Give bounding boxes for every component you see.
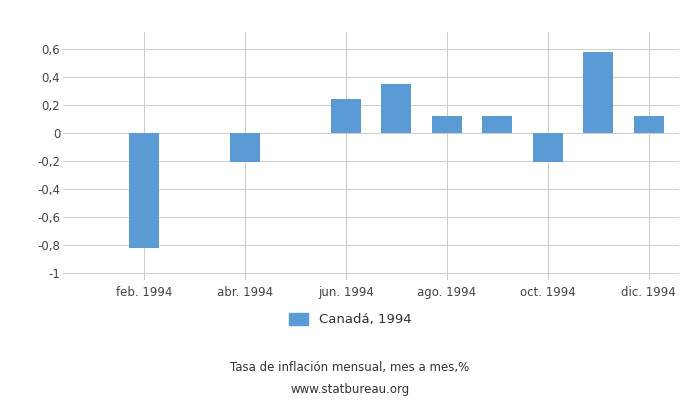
Bar [583,52,613,133]
Bar [533,133,563,162]
Bar [230,133,260,162]
Bar [482,116,512,133]
Text: www.statbureau.org: www.statbureau.org [290,384,410,396]
Text: Tasa de inflación mensual, mes a mes,%: Tasa de inflación mensual, mes a mes,% [230,362,470,374]
Legend: Canadá, 1994: Canadá, 1994 [284,308,416,332]
Bar [381,84,412,133]
Bar [432,116,462,133]
Bar [634,116,664,133]
Bar [330,99,361,133]
Bar [129,133,159,248]
